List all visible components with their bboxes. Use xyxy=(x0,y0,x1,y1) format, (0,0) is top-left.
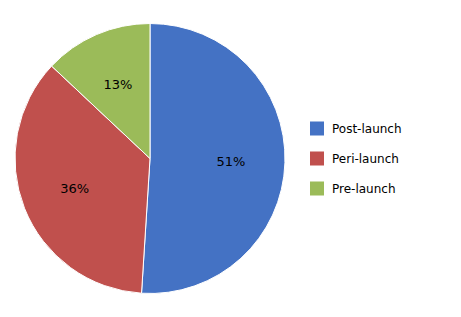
legend-swatch xyxy=(310,182,324,196)
legend-item: Peri-launch xyxy=(310,152,399,166)
legend: Post-launch Peri-launch Pre-launch xyxy=(310,122,402,196)
legend-label: Peri-launch xyxy=(332,152,399,166)
pie-slice xyxy=(52,24,150,159)
legend-label: Pre-launch xyxy=(332,182,396,196)
legend-label: Post-launch xyxy=(332,122,402,136)
data-labels: 51% 36% 13% xyxy=(60,77,245,196)
legend-item: Pre-launch xyxy=(310,182,396,196)
data-label: 13% xyxy=(103,77,132,92)
legend-swatch xyxy=(310,122,324,136)
legend-swatch xyxy=(310,152,324,166)
chart: 51% 36% 13% Post-launch Peri-launch Pre-launc… xyxy=(0,0,461,317)
pie-slice xyxy=(142,24,285,294)
data-label: 36% xyxy=(60,181,89,196)
legend-item: Post-launch xyxy=(310,122,402,136)
data-label: 51% xyxy=(217,154,246,169)
pie xyxy=(15,24,285,294)
